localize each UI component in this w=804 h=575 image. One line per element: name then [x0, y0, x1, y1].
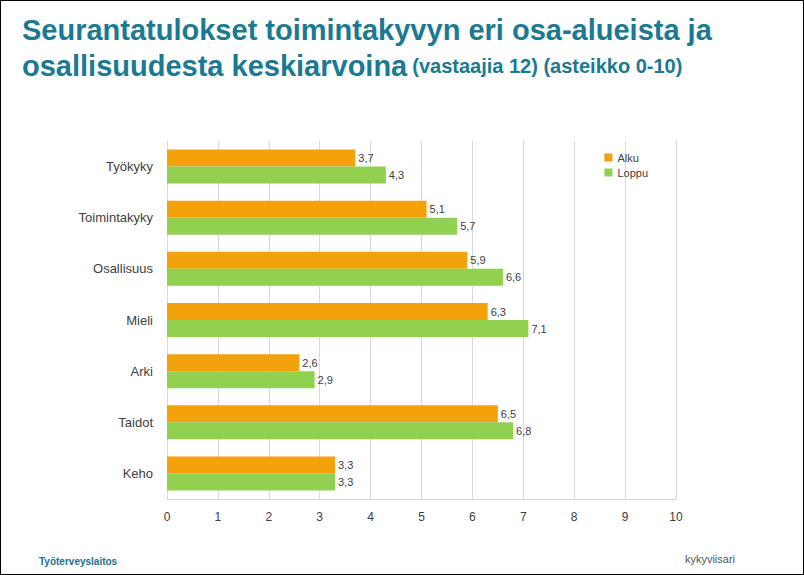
svg-text:6,3: 6,3 [491, 306, 506, 318]
svg-text:osallisuudesta keskiarvoina: osallisuudesta keskiarvoina [22, 50, 408, 82]
svg-text:3,3: 3,3 [338, 476, 353, 488]
svg-text:3,3: 3,3 [338, 459, 353, 471]
svg-text:6,6: 6,6 [506, 271, 521, 283]
svg-text:4: 4 [367, 510, 374, 524]
svg-text:7,1: 7,1 [531, 323, 546, 335]
svg-text:(vastaajia 12) (asteikko 0-10): (vastaajia 12) (asteikko 0-10) [412, 55, 682, 77]
svg-text:Taidot: Taidot [118, 415, 153, 430]
svg-text:3: 3 [316, 510, 323, 524]
svg-text:6,8: 6,8 [516, 425, 531, 437]
svg-text:Osallisuus: Osallisuus [93, 261, 153, 276]
svg-text:Alku: Alku [617, 152, 638, 164]
svg-text:5,9: 5,9 [470, 254, 485, 266]
svg-text:2: 2 [265, 510, 272, 524]
svg-text:Työkyky: Työkyky [106, 159, 153, 174]
svg-text:5,7: 5,7 [460, 220, 475, 232]
svg-text:9: 9 [622, 510, 629, 524]
svg-text:Mieli: Mieli [126, 313, 153, 328]
svg-text:5,1: 5,1 [430, 203, 445, 215]
svg-text:3,7: 3,7 [358, 152, 373, 164]
svg-text:Työterveyslaitos: Työterveyslaitos [39, 556, 118, 567]
svg-text:6: 6 [469, 510, 476, 524]
svg-text:2,9: 2,9 [318, 374, 333, 386]
svg-text:2,6: 2,6 [302, 357, 317, 369]
svg-text:10: 10 [669, 510, 683, 524]
svg-text:Seurantatulokset toimintakyvyn: Seurantatulokset toimintakyvyn eri osa-a… [22, 14, 713, 46]
svg-text:Keho: Keho [123, 466, 153, 481]
svg-text:8: 8 [571, 510, 578, 524]
svg-text:1: 1 [215, 510, 222, 524]
svg-text:7: 7 [520, 510, 527, 524]
svg-text:6,5: 6,5 [501, 408, 516, 420]
svg-text:4,3: 4,3 [389, 169, 404, 181]
svg-text:0: 0 [164, 510, 171, 524]
svg-text:5: 5 [418, 510, 425, 524]
svg-text:Arki: Arki [131, 364, 154, 379]
svg-text:Toimintakyky: Toimintakyky [79, 210, 154, 225]
svg-text:kykyviisari: kykyviisari [685, 553, 735, 565]
svg-text:Loppu: Loppu [617, 167, 648, 179]
